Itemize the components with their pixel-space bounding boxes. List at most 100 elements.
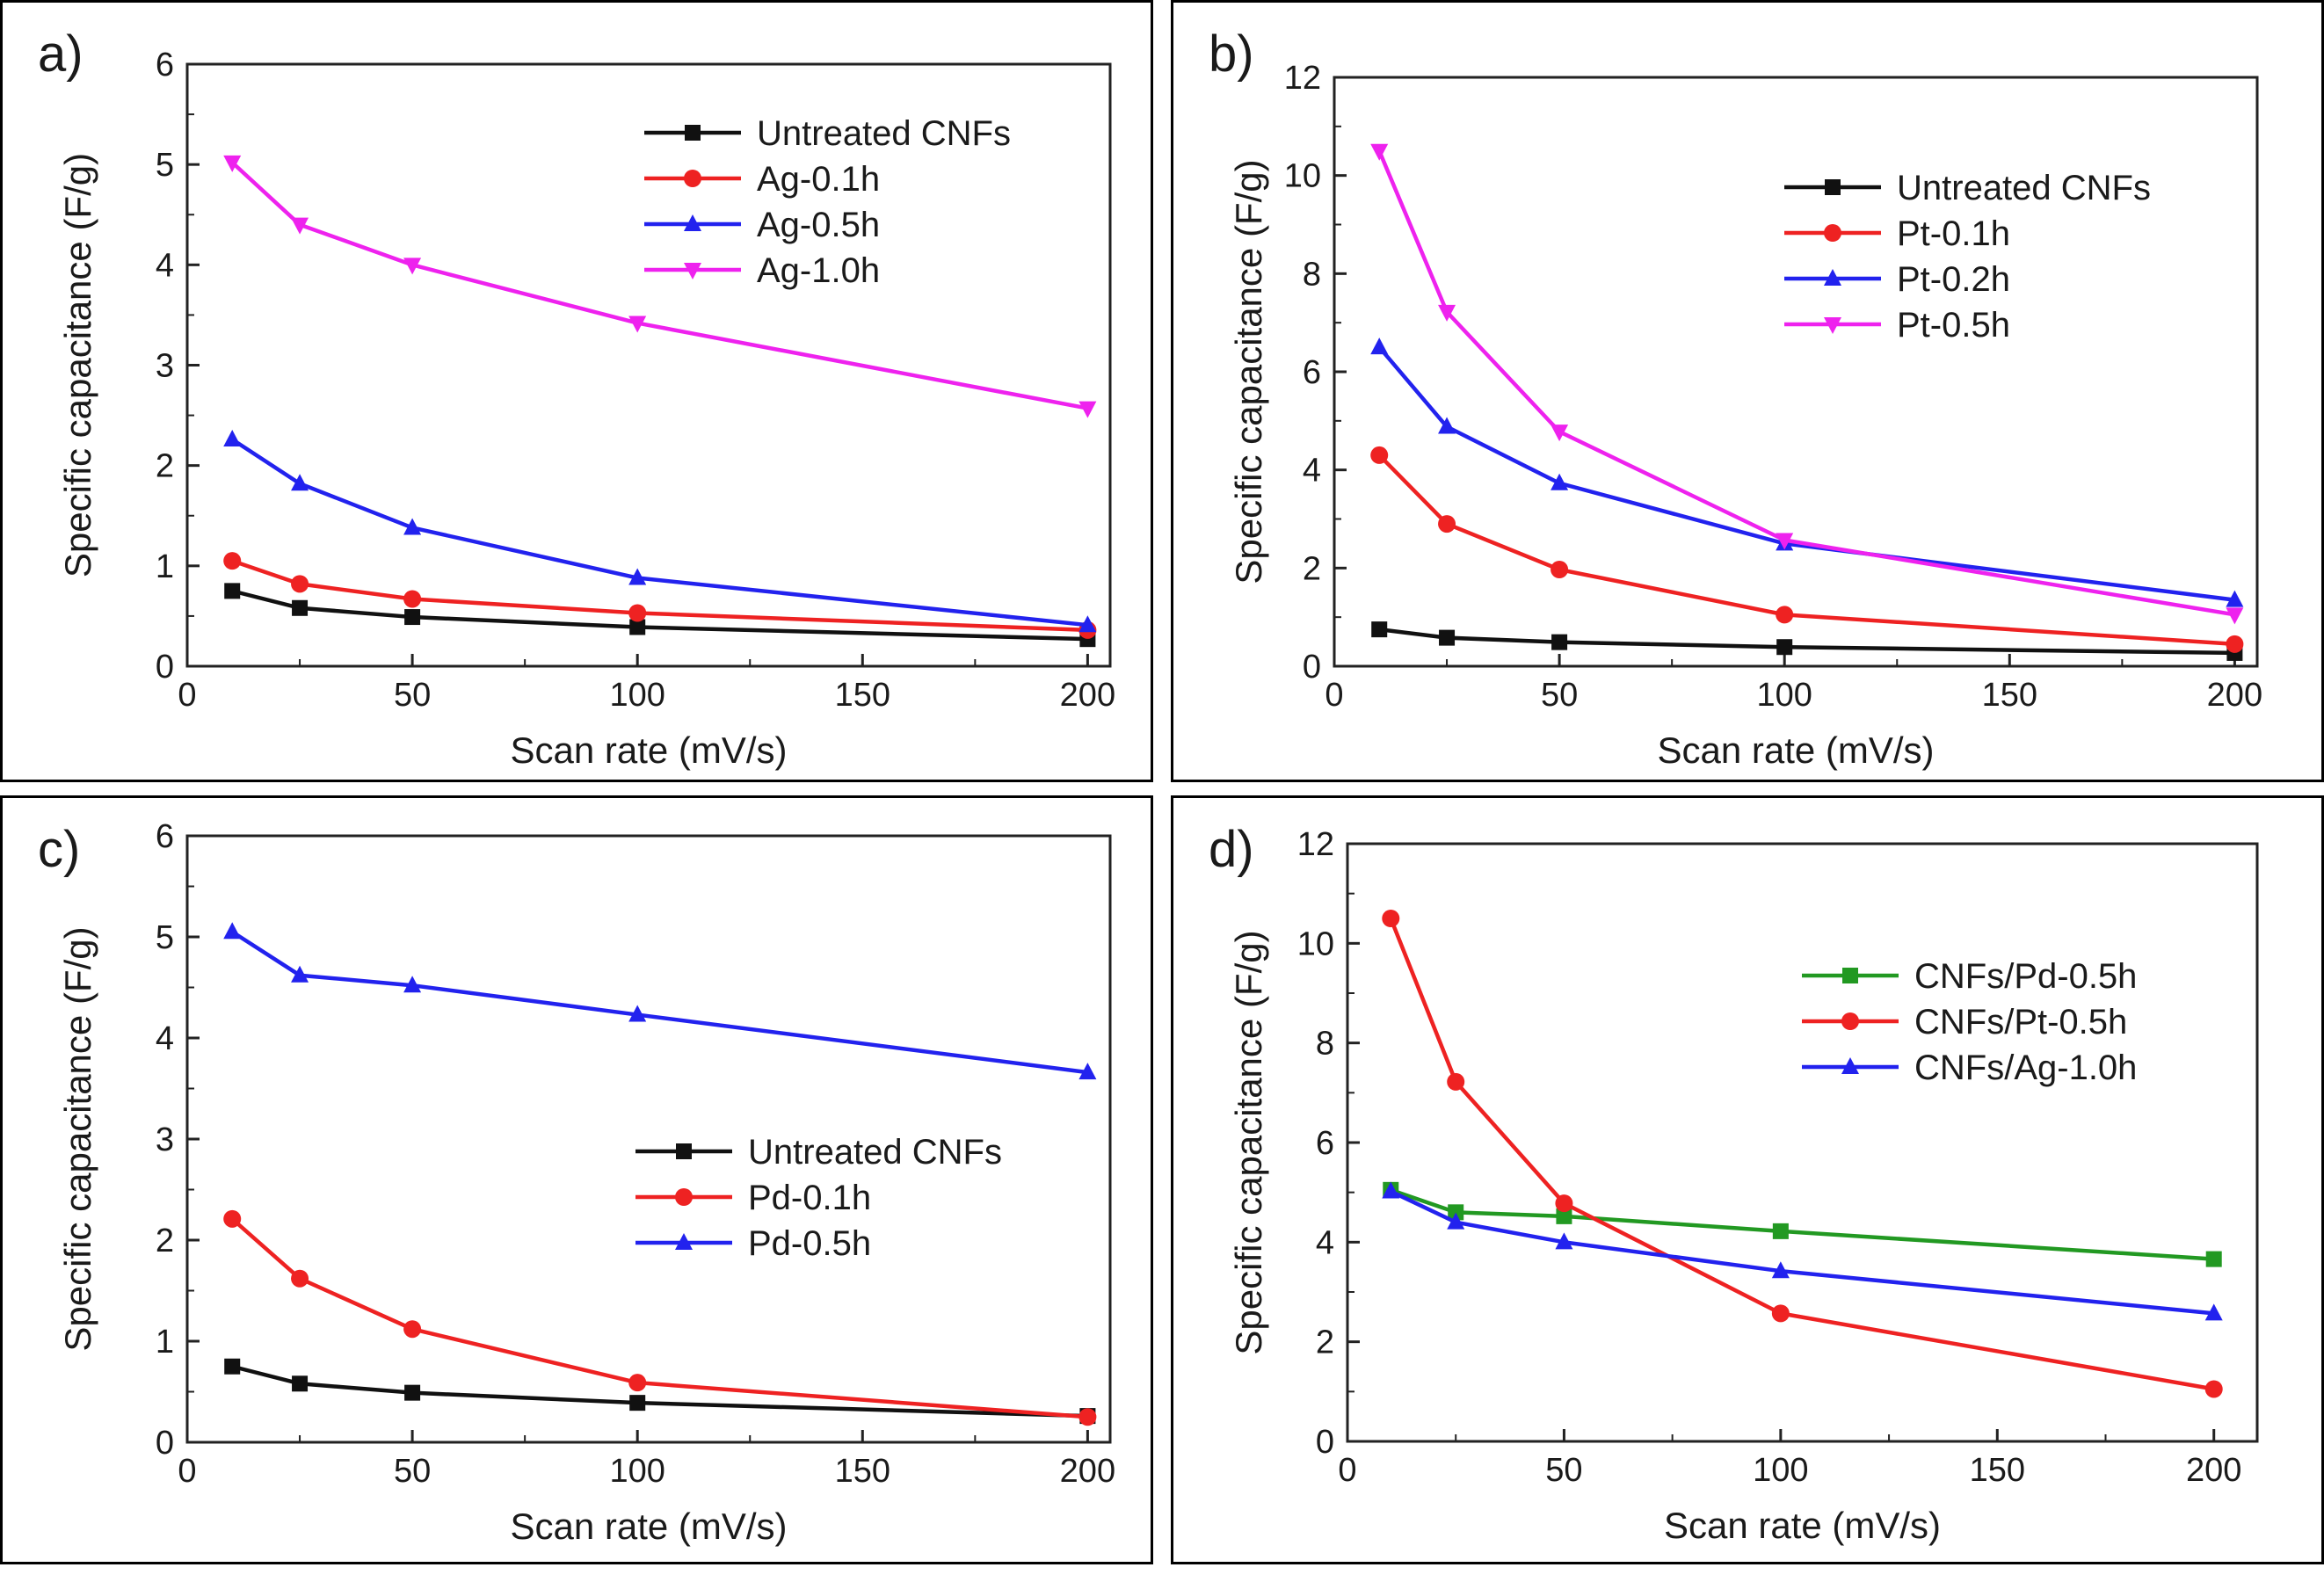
x-tick-label: 150 [835, 677, 890, 714]
data-point [2226, 635, 2244, 653]
series-line [1377, 345, 2235, 602]
y-tick-label: 2 [156, 448, 174, 485]
data-point [223, 922, 242, 940]
x-tick-label: 0 [178, 677, 196, 714]
data-point [291, 474, 309, 491]
data-point [2226, 590, 2244, 607]
series-line [230, 438, 1088, 628]
chart-panel-4: d) 0 50 100 150 200 0 2 4 6 8 10 12 Scan rate (mV/s) S… [1171, 795, 2324, 1564]
series-3 [1370, 337, 2244, 607]
x-tick-label: 50 [394, 677, 431, 714]
data-point [224, 583, 241, 599]
y-tick-label: 4 [1316, 1224, 1334, 1261]
y-tick-label: 3 [156, 348, 174, 385]
panel-label: c) [38, 821, 80, 878]
legend-label: Pt-0.2h [1897, 260, 2010, 299]
data-point [1439, 629, 1456, 646]
data-point [1078, 1063, 1097, 1080]
y-tick-label: 6 [156, 818, 174, 855]
data-point [223, 552, 242, 570]
data-point [1555, 1194, 1573, 1213]
y-tick-label: 0 [1303, 649, 1321, 686]
y-tick-label: 2 [156, 1223, 174, 1259]
data-point [291, 575, 309, 593]
data-point [404, 609, 421, 626]
data-point [1382, 910, 1400, 927]
y-axis-label: Specific capacitance (F/g) [1228, 930, 1269, 1354]
data-point [1556, 1208, 1572, 1224]
legend-marker [1824, 224, 1841, 242]
data-point [1078, 401, 1097, 418]
data-point [1078, 1408, 1097, 1426]
series-4 [1370, 143, 2244, 625]
data-point [1371, 621, 1388, 638]
data-point [1776, 533, 1794, 550]
data-point [292, 1375, 309, 1392]
legend-marker [1825, 179, 1841, 195]
data-point [1551, 561, 1569, 579]
y-tick-label: 0 [156, 649, 174, 686]
chart-svg: a) 0 50 100 150 200 0 1 2 3 4 5 6 Scan rate (mV/s) Spe… [38, 25, 1115, 771]
plot-frame [1346, 842, 2259, 1443]
series-2 [223, 1209, 1097, 1426]
y-tick-label: 2 [1303, 550, 1321, 587]
data-point [1078, 615, 1097, 633]
legend-label: Untreated CNFs [757, 114, 1011, 153]
plot-frame [185, 62, 1112, 668]
data-point [629, 1395, 646, 1411]
legend-label: Pd-0.1h [748, 1179, 871, 1217]
y-tick-label: 12 [1284, 60, 1321, 97]
x-axis-label: Scan rate (mV/s) [510, 1506, 787, 1547]
y-tick-label: 8 [1303, 256, 1321, 293]
data-point [403, 590, 422, 608]
series-2 [1370, 446, 2244, 653]
plot-frame [1333, 76, 2259, 668]
x-axis-label: Scan rate (mV/s) [510, 729, 787, 771]
data-point [1551, 473, 1569, 490]
data-point [1438, 304, 1456, 322]
series-3 [223, 429, 1097, 633]
y-axis-label: Specific capacitance (F/g) [57, 926, 98, 1351]
chart-svg: b) 0 50 100 150 200 0 2 4 6 8 10 12 Scan rate (mV/s) S… [1209, 25, 2262, 771]
x-tick-label: 0 [178, 1453, 196, 1490]
legend-marker [675, 1233, 693, 1250]
data-point [403, 1320, 422, 1339]
legend-marker [1842, 968, 1858, 983]
data-point [291, 965, 309, 983]
legend-marker [1824, 269, 1841, 286]
x-tick-label: 50 [1541, 677, 1578, 714]
data-point [2204, 1303, 2223, 1321]
y-axis-label: Specific capacitance (F/g) [57, 153, 98, 577]
y-tick-label: 2 [1316, 1324, 1334, 1361]
data-point [628, 1005, 647, 1022]
data-point [2205, 1251, 2222, 1267]
y-tick-label: 8 [1316, 1026, 1334, 1063]
legend-label: CNFs/Ag-1.0h [1914, 1049, 2137, 1087]
data-point [628, 1374, 647, 1392]
panel-label: a) [38, 25, 84, 83]
y-axis-label: Specific capacitance (F/g) [1228, 159, 1269, 584]
x-tick-label: 200 [2207, 677, 2262, 714]
y-tick-label: 0 [1316, 1424, 1334, 1461]
series-line [231, 930, 1088, 1075]
data-point [403, 258, 422, 275]
legend-marker [685, 125, 701, 141]
x-tick-label: 50 [394, 1453, 431, 1490]
y-tick-label: 1 [156, 548, 174, 585]
legend-label: CNFs/Pt-0.5h [1914, 1003, 2127, 1041]
legend: Untreated CNFs Ag-0.1h Ag-0.5h Ag-1.0h [644, 114, 1011, 290]
legend-label: Untreated CNFs [748, 1133, 1002, 1172]
legend-marker [1824, 317, 1841, 334]
series-2 [1382, 910, 2223, 1398]
data-point [2226, 607, 2244, 625]
data-point [1370, 337, 1389, 355]
chart-panel-3: c) 0 50 100 150 200 0 1 2 3 4 5 6 Scan rate (mV/s) Spe… [0, 795, 1153, 1564]
series-4 [223, 155, 1097, 418]
chart-panel-1: a) 0 50 100 150 200 0 1 2 3 4 5 6 Scan rate (mV/s) Spe… [0, 0, 1153, 782]
data-point [1555, 1232, 1573, 1250]
y-tick-label: 3 [156, 1121, 174, 1158]
legend-marker [684, 214, 701, 231]
y-tick-label: 10 [1284, 158, 1321, 195]
legend-marker [675, 1188, 693, 1206]
